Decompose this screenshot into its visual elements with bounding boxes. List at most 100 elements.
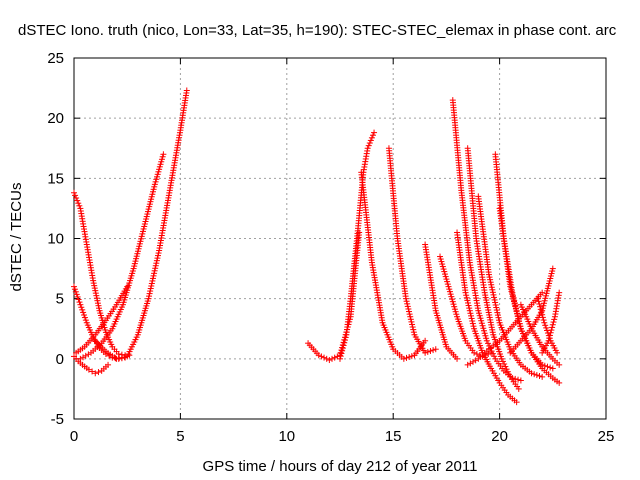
data-point bbox=[451, 306, 458, 313]
data-point bbox=[329, 355, 336, 362]
data-point bbox=[464, 361, 471, 368]
data-point bbox=[449, 298, 456, 305]
data-point bbox=[486, 274, 493, 281]
data-point bbox=[502, 363, 509, 370]
data-point bbox=[72, 288, 79, 295]
data-point bbox=[430, 347, 437, 354]
series-arc bbox=[517, 301, 563, 368]
data-point bbox=[80, 309, 87, 316]
data-point bbox=[491, 353, 498, 360]
data-point bbox=[437, 256, 444, 263]
series-arc bbox=[385, 145, 439, 356]
data-point bbox=[337, 353, 344, 360]
data-point bbox=[544, 363, 551, 370]
data-point bbox=[76, 202, 83, 209]
data-point bbox=[91, 285, 98, 292]
data-point bbox=[340, 342, 347, 349]
data-point bbox=[549, 265, 556, 272]
chart-title: dSTEC Iono. truth (nico, Lon=33, Lat=35,… bbox=[18, 22, 617, 39]
data-point bbox=[439, 261, 446, 268]
data-point bbox=[441, 271, 448, 278]
data-point bbox=[481, 330, 488, 337]
data-point bbox=[492, 302, 499, 308]
data-point bbox=[450, 301, 457, 308]
data-point bbox=[91, 282, 98, 289]
data-point bbox=[465, 302, 472, 309]
data-point bbox=[548, 327, 555, 334]
data-point bbox=[93, 292, 100, 299]
data-point bbox=[406, 311, 413, 318]
data-point bbox=[549, 365, 556, 372]
data-point bbox=[95, 369, 102, 376]
data-point bbox=[160, 151, 167, 158]
y-tick-label: 15 bbox=[47, 170, 64, 187]
data-point bbox=[404, 300, 411, 307]
data-point bbox=[424, 348, 431, 355]
data-point bbox=[550, 319, 557, 326]
data-point bbox=[476, 312, 483, 319]
data-point bbox=[464, 297, 471, 304]
data-point bbox=[444, 278, 451, 285]
data-point bbox=[85, 351, 92, 358]
data-point bbox=[149, 277, 156, 284]
y-axis-label: dSTEC / TECUs bbox=[8, 183, 25, 292]
data-point bbox=[371, 129, 378, 136]
data-point bbox=[409, 324, 416, 331]
data-point bbox=[94, 300, 101, 307]
data-point bbox=[446, 286, 453, 293]
data-point bbox=[489, 286, 496, 293]
data-point bbox=[427, 348, 434, 355]
data-point bbox=[496, 317, 503, 324]
data-point bbox=[146, 293, 153, 300]
data-point bbox=[537, 303, 544, 310]
x-tick-label: 10 bbox=[278, 428, 295, 445]
data-point bbox=[547, 364, 554, 371]
data-point bbox=[315, 352, 322, 359]
data-point bbox=[422, 337, 429, 344]
data-point bbox=[153, 176, 160, 183]
data-point bbox=[71, 189, 77, 196]
data-point bbox=[151, 270, 158, 277]
data-point bbox=[466, 307, 473, 314]
data-point bbox=[147, 285, 154, 292]
data-point bbox=[538, 309, 545, 316]
data-point bbox=[482, 332, 489, 339]
data-point bbox=[541, 362, 548, 369]
data-point bbox=[145, 295, 152, 302]
data-point bbox=[72, 192, 79, 199]
data-point bbox=[367, 137, 374, 144]
data-point bbox=[151, 267, 158, 274]
data-point bbox=[475, 307, 482, 314]
data-point bbox=[476, 310, 483, 317]
data-point bbox=[539, 373, 546, 380]
data-point bbox=[506, 371, 513, 378]
data-point bbox=[369, 132, 376, 139]
data-point bbox=[105, 361, 112, 368]
series-arc bbox=[437, 253, 495, 360]
data-point bbox=[463, 294, 470, 301]
data-point bbox=[495, 314, 502, 321]
data-point bbox=[535, 298, 542, 305]
data-point bbox=[556, 289, 563, 296]
series-arc bbox=[507, 265, 556, 356]
data-point bbox=[443, 276, 450, 283]
data-point bbox=[540, 317, 547, 324]
y-tick-label: 10 bbox=[47, 231, 64, 248]
data-point bbox=[408, 353, 415, 360]
series-arc bbox=[422, 241, 461, 362]
data-point bbox=[483, 335, 490, 342]
data-point bbox=[89, 368, 96, 375]
y-tick-label: 5 bbox=[56, 291, 64, 308]
data-point bbox=[448, 293, 455, 300]
series-arc bbox=[337, 129, 378, 362]
data-point bbox=[339, 347, 346, 354]
data-point bbox=[407, 316, 414, 323]
data-point bbox=[318, 353, 325, 360]
data-point bbox=[75, 200, 82, 207]
data-point bbox=[468, 312, 475, 319]
data-point bbox=[150, 272, 157, 279]
data-point bbox=[556, 379, 563, 386]
data-point bbox=[471, 349, 478, 356]
data-point bbox=[480, 327, 487, 334]
x-tick-label: 20 bbox=[491, 428, 508, 445]
